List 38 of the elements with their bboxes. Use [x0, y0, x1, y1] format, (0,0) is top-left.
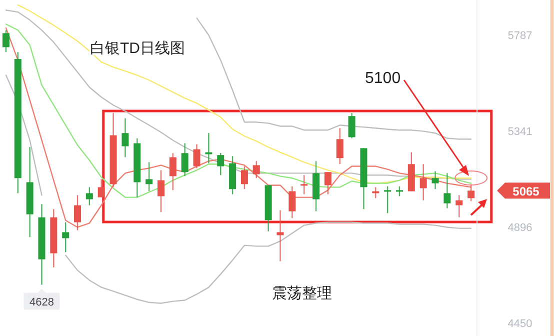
- y-tick-label: 5341: [508, 126, 532, 138]
- candlestick: [146, 162, 153, 192]
- candlestick: [432, 170, 439, 190]
- candlestick: [420, 164, 427, 201]
- candlestick: [252, 160, 260, 179]
- candlestick: [240, 166, 248, 190]
- annotation: 震荡整理: [272, 285, 332, 302]
- candlestick: [444, 172, 451, 209]
- y-tick-label: 4896: [508, 222, 532, 234]
- annotation: 5100: [365, 70, 401, 87]
- candlestick: [157, 170, 164, 213]
- candlestick: [74, 194, 82, 231]
- y-tick-label: 5787: [508, 30, 532, 42]
- candlestick: [468, 184, 475, 202]
- candlestick: [2, 30, 10, 53]
- annotation: 4628: [29, 296, 54, 309]
- candlestick: [122, 118, 129, 158]
- candlestick: [217, 152, 224, 176]
- candlestick: [456, 194, 463, 218]
- candlestick: [86, 186, 93, 206]
- candlestick: [336, 128, 344, 165]
- candlestick: [300, 174, 308, 195]
- candlestick: [193, 144, 200, 169]
- line-series: [196, 17, 472, 140]
- candlestick: [288, 186, 296, 219]
- candlestick: [169, 152, 176, 191]
- line-series: [5, 27, 472, 228]
- candlestick: [396, 186, 403, 197]
- y-tick-label: 4450: [508, 318, 532, 330]
- text: 白银TD日线图: [90, 40, 185, 57]
- candlestick: [324, 171, 332, 195]
- candlestick: [181, 142, 188, 177]
- candlestick: [98, 178, 105, 198]
- candlestick: [348, 112, 356, 139]
- candlestick: [276, 210, 284, 262]
- candlestick: [62, 222, 70, 253]
- candlestick: [384, 186, 392, 214]
- text: 5065: [512, 184, 540, 199]
